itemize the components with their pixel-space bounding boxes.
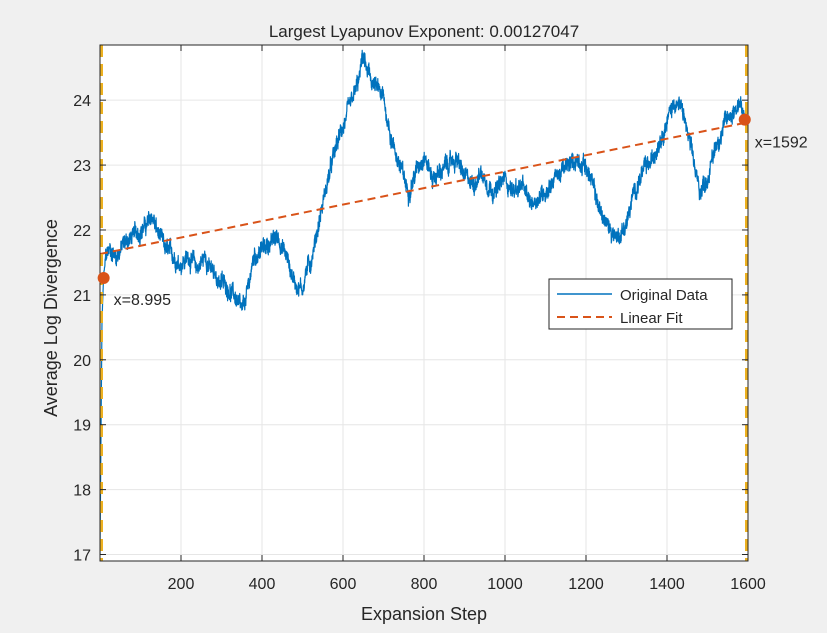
y-axis-label: Average Log Divergence xyxy=(41,219,61,417)
tick-marks xyxy=(100,45,749,561)
y-tick-label: 24 xyxy=(73,93,91,110)
y-tick-label: 17 xyxy=(73,548,91,565)
marker-label: x=8.995 xyxy=(114,292,171,309)
y-tick-label: 19 xyxy=(73,418,91,435)
x-tick-label: 200 xyxy=(168,576,195,593)
x-axis-label: Expansion Step xyxy=(361,604,487,624)
endpoint-marker xyxy=(738,113,751,126)
legend-box xyxy=(548,278,733,330)
x-tick-label: 800 xyxy=(411,576,438,593)
y-tick-label: 20 xyxy=(73,353,91,370)
y-tick-label: 23 xyxy=(73,158,91,175)
legend-label-original: Original Data xyxy=(620,287,708,304)
x-tick-label: 1600 xyxy=(730,576,766,593)
x-tick-label: 1200 xyxy=(568,576,604,593)
x-tick-label: 600 xyxy=(330,576,357,593)
x-tick-label: 1000 xyxy=(487,576,523,593)
original-data-line xyxy=(100,49,746,555)
x-tick-label: 400 xyxy=(249,576,276,593)
chart-title: Largest Lyapunov Exponent: 0.00127047 xyxy=(269,22,579,41)
marker-layer: x=8.995 x=1592 xyxy=(97,113,808,309)
endpoint-marker xyxy=(97,272,110,285)
bound-lines xyxy=(100,45,748,561)
x-tick-label: 1400 xyxy=(649,576,685,593)
legend: Original Data Linear Fit xyxy=(548,278,733,330)
legend-label-fit: Linear Fit xyxy=(620,310,683,327)
y-tick-label: 21 xyxy=(73,288,91,305)
linear-fit-line xyxy=(100,121,748,255)
marker-label: x=1592 xyxy=(755,135,808,152)
y-tick-label: 22 xyxy=(73,223,91,240)
y-tick-label: 18 xyxy=(73,483,91,500)
